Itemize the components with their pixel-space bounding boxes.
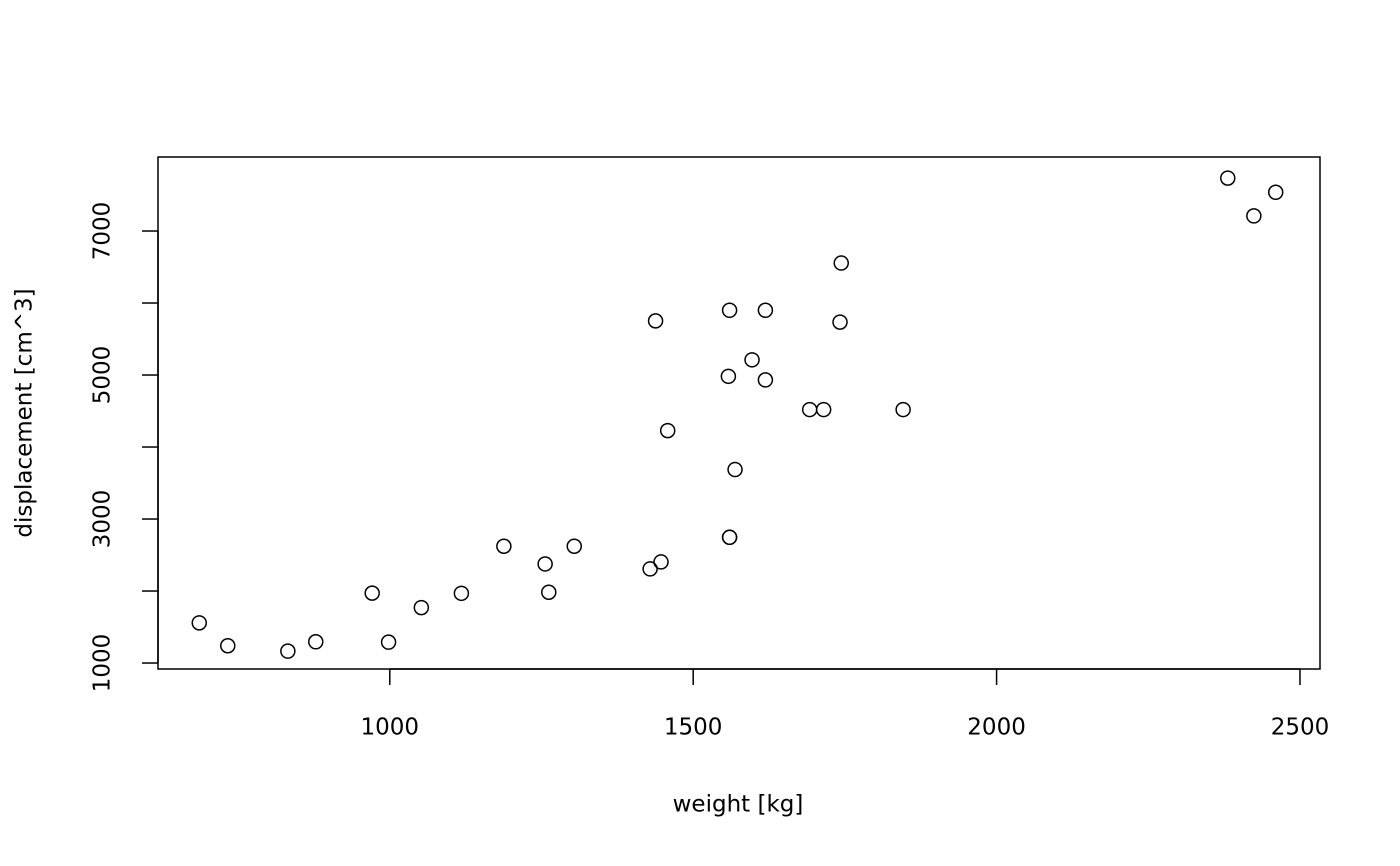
point xyxy=(744,352,760,368)
point xyxy=(413,599,430,616)
y-tick-label: 3000 xyxy=(90,490,116,549)
point xyxy=(1220,170,1236,186)
x-axis-label: weight [kg] xyxy=(673,792,804,818)
plot-box xyxy=(157,156,1321,670)
point xyxy=(642,561,658,577)
point xyxy=(815,401,832,418)
point xyxy=(653,554,669,570)
point xyxy=(541,584,557,600)
point xyxy=(1267,184,1284,201)
point xyxy=(721,529,738,546)
point xyxy=(757,302,774,319)
point xyxy=(647,313,664,329)
point xyxy=(757,372,774,388)
point xyxy=(364,585,380,601)
y-tick-label: 1000 xyxy=(90,634,116,693)
point xyxy=(380,634,397,650)
point xyxy=(566,538,583,554)
x-tick-label: 1500 xyxy=(664,715,723,741)
y-tick-label: 7000 xyxy=(90,202,116,261)
point xyxy=(453,585,470,602)
point xyxy=(220,637,236,654)
point xyxy=(659,422,676,439)
point xyxy=(720,368,737,385)
y-tick-label: 5000 xyxy=(90,346,116,405)
point xyxy=(308,634,324,650)
point xyxy=(537,556,553,572)
point xyxy=(832,314,848,330)
point xyxy=(191,615,208,631)
point xyxy=(895,401,911,418)
point xyxy=(1246,208,1262,224)
point xyxy=(801,401,818,418)
x-tick-label: 2500 xyxy=(1271,715,1330,741)
x-tick-label: 1000 xyxy=(361,715,420,741)
point xyxy=(280,643,296,659)
y-axis-label: displacement [cm^3] xyxy=(12,288,38,537)
point xyxy=(727,461,743,478)
point xyxy=(496,538,512,554)
point xyxy=(833,255,849,271)
point xyxy=(721,302,738,319)
x-tick-label: 2000 xyxy=(967,715,1026,741)
